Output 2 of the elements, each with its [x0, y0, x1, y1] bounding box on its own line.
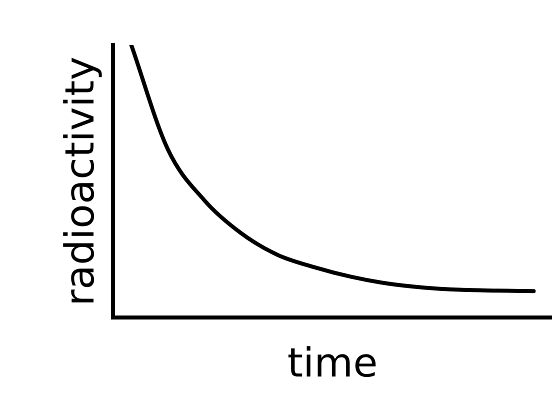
x-axis-title: time — [287, 340, 378, 386]
y-axis-title: radioactivity — [57, 56, 104, 306]
